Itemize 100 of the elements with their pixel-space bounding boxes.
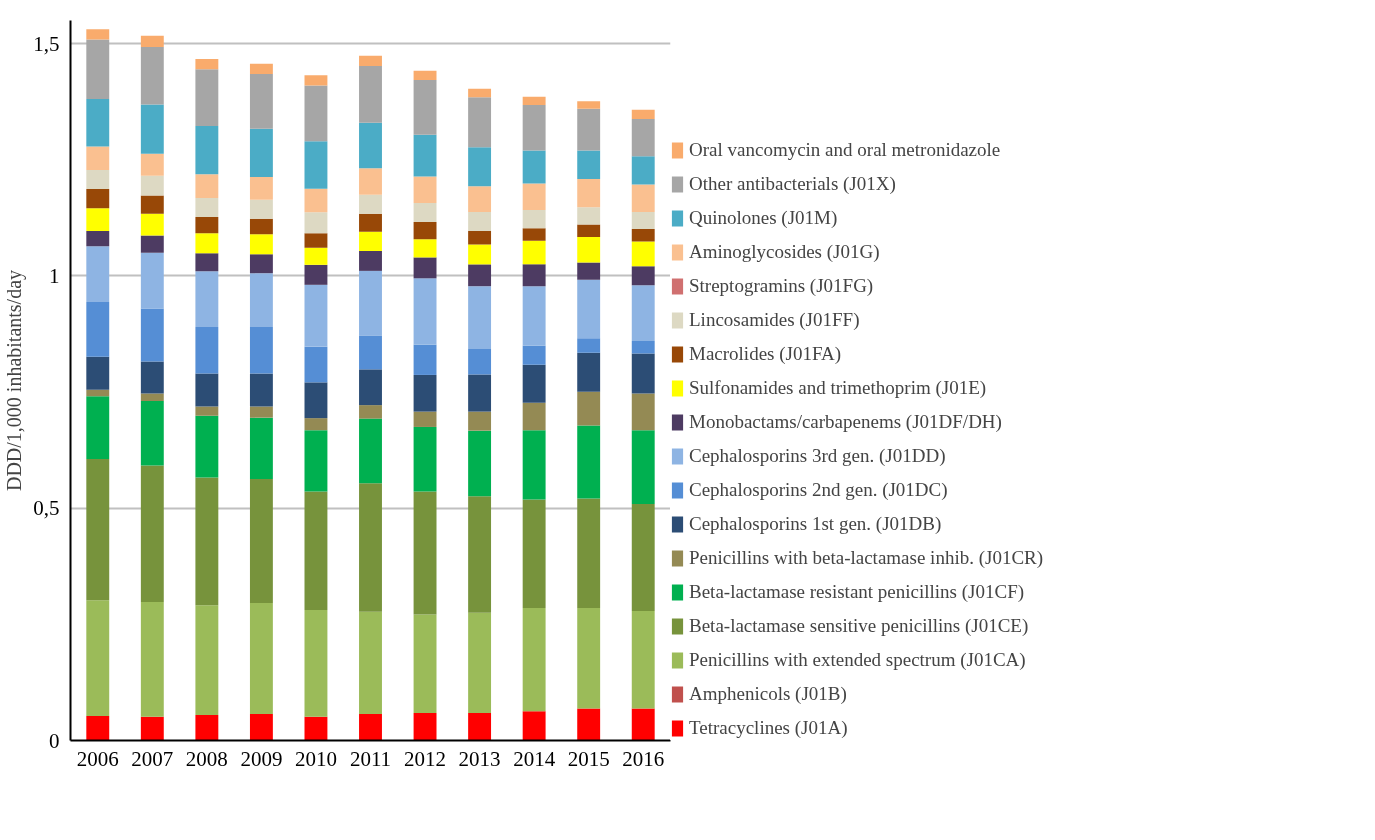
bar — [249, 177, 273, 200]
bar — [140, 400, 164, 466]
bar — [359, 369, 382, 406]
bar — [86, 459, 110, 601]
legend-label: Macrolides (J01FA) — [689, 342, 842, 366]
bar — [631, 285, 655, 342]
bar — [359, 483, 382, 612]
bar — [359, 250, 382, 271]
bar — [577, 224, 601, 237]
bar — [468, 612, 492, 714]
bar — [468, 88, 492, 98]
legend-label: Cephalosporins 2nd gen. (J01DC) — [689, 478, 948, 502]
bar — [249, 373, 273, 407]
bar — [140, 104, 164, 154]
bar — [468, 496, 492, 613]
legend-label: Tetracyclines (J01A) — [689, 716, 848, 740]
bar — [522, 430, 546, 500]
bar — [249, 63, 273, 74]
bar — [140, 235, 164, 253]
bar — [249, 603, 273, 715]
bar — [86, 715, 110, 741]
bar — [359, 231, 382, 251]
bar — [359, 168, 382, 195]
bar — [577, 236, 601, 263]
bar — [86, 230, 110, 247]
bar — [249, 254, 273, 274]
x-tick-label: 2012 — [404, 746, 447, 771]
bar — [577, 178, 601, 208]
bar — [140, 361, 164, 394]
bar — [468, 411, 492, 431]
bar — [522, 183, 546, 211]
bar — [522, 105, 546, 151]
bar — [304, 284, 328, 347]
bar — [195, 216, 219, 234]
bar — [304, 212, 328, 234]
bar — [631, 504, 655, 611]
bar — [468, 430, 492, 497]
bar — [359, 611, 382, 715]
bar — [468, 97, 492, 148]
bar — [195, 125, 219, 175]
bar — [249, 234, 273, 255]
y-axis-title: DDD/1,000 inhabitants/day — [3, 269, 27, 492]
x-tick-label: 2013 — [458, 746, 501, 771]
bar — [140, 393, 164, 401]
bar — [140, 175, 164, 196]
y-tick-label: 0 — [49, 728, 60, 753]
bar — [140, 213, 164, 236]
bar — [522, 402, 546, 431]
bar — [413, 203, 437, 223]
bar — [631, 184, 655, 212]
legend-label: Sulfonamides and trimethoprim (J01E) — [689, 376, 987, 400]
bar — [468, 348, 492, 375]
legend-label: Monobactams/carbapenems (J01DF/DH) — [689, 410, 1002, 434]
bar — [413, 278, 437, 345]
bar — [195, 477, 219, 606]
bar — [413, 344, 437, 375]
bar — [413, 239, 437, 258]
legend-label: Beta-lactamase sensitive penicillins (J01CE) — [689, 614, 1029, 638]
bar — [140, 252, 164, 309]
bar — [577, 391, 601, 426]
bar — [522, 345, 546, 365]
bar — [631, 353, 655, 394]
bar — [359, 66, 382, 123]
bar — [86, 396, 110, 459]
bar — [86, 208, 110, 231]
bar — [468, 147, 492, 187]
x-tick-label: 2009 — [240, 746, 283, 771]
legend-label: Cephalosporins 1st gen. (J01DB) — [689, 512, 942, 536]
bar — [631, 118, 655, 157]
x-tick-label: 2016 — [622, 746, 665, 771]
bar — [631, 211, 655, 230]
bar — [413, 426, 437, 492]
bar — [631, 341, 655, 354]
bar — [140, 308, 164, 362]
bar — [631, 266, 655, 286]
bar — [631, 241, 655, 267]
bar — [86, 99, 110, 147]
bar — [249, 273, 273, 328]
bar — [413, 257, 437, 279]
x-tick-label: 2015 — [567, 746, 610, 771]
bar — [195, 59, 219, 70]
bar — [304, 264, 328, 285]
legend-label: Lincosamides (J01FF) — [689, 308, 860, 332]
bar — [468, 186, 492, 212]
bar — [359, 335, 382, 370]
legend-label: Beta-lactamase resistant penicillins (J01CF) — [689, 580, 1025, 604]
bar — [140, 716, 164, 741]
bar — [522, 499, 546, 609]
bar — [522, 711, 546, 741]
bar — [577, 101, 601, 109]
bar — [413, 411, 437, 427]
x-tick-label: 2008 — [185, 746, 228, 771]
bar — [304, 233, 328, 248]
bar — [468, 264, 492, 287]
bar — [195, 233, 219, 254]
bar — [577, 108, 601, 151]
bar — [304, 716, 328, 741]
x-tick-label: 2006 — [76, 746, 119, 771]
bar — [522, 150, 546, 184]
bar — [249, 218, 273, 235]
